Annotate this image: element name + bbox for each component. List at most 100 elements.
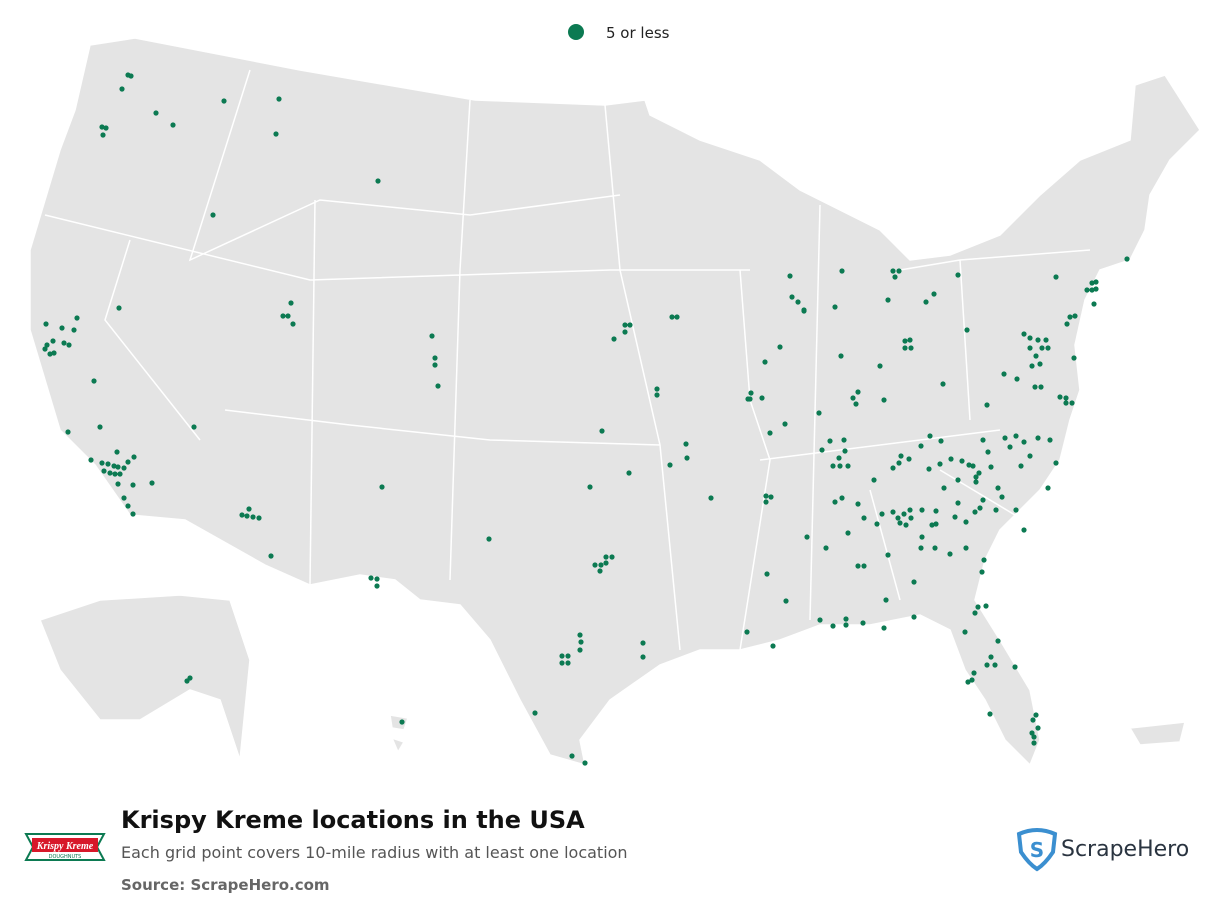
location-dot <box>782 421 788 427</box>
location-dot <box>399 719 405 725</box>
location-dot <box>1045 345 1051 351</box>
location-dot <box>683 441 689 447</box>
location-dot <box>759 395 765 401</box>
location-dot <box>1047 437 1053 443</box>
location-dot <box>435 383 441 389</box>
location-dot <box>432 362 438 368</box>
location-dot <box>131 454 137 460</box>
location-dot <box>100 132 106 138</box>
location-dot <box>1031 734 1037 740</box>
location-dot <box>1014 376 1020 382</box>
location-dot <box>890 268 896 274</box>
location-dot <box>853 401 859 407</box>
location-dot <box>919 534 925 540</box>
location-dot <box>1072 313 1078 319</box>
location-dot <box>592 562 598 568</box>
location-dot <box>881 625 887 631</box>
location-dot <box>532 710 538 716</box>
location-dot <box>88 457 94 463</box>
source: Source: ScrapeHero.com <box>121 876 330 894</box>
location-dot <box>890 465 896 471</box>
location-dot <box>603 554 609 560</box>
location-dot <box>577 647 583 653</box>
location-dot <box>111 463 117 469</box>
location-dot <box>153 110 159 116</box>
location-dot <box>598 562 604 568</box>
location-dot <box>1001 371 1007 377</box>
location-dot <box>973 479 979 485</box>
location-dot <box>50 338 56 344</box>
location-dot <box>1029 730 1035 736</box>
location-dot <box>1030 717 1036 723</box>
location-dot <box>250 514 256 520</box>
location-dot <box>940 381 946 387</box>
location-dot <box>839 268 845 274</box>
location-dot <box>1069 400 1075 406</box>
location-dot <box>964 327 970 333</box>
location-dot <box>1124 256 1130 262</box>
border <box>44 69 1091 651</box>
location-dot <box>1037 361 1043 367</box>
location-dot <box>983 603 989 609</box>
location-dot <box>896 268 902 274</box>
location-dot <box>992 662 998 668</box>
location-dot <box>747 396 753 402</box>
location-dot <box>923 299 929 305</box>
location-dot <box>981 557 987 563</box>
location-dot <box>931 291 937 297</box>
location-dot <box>1002 435 1008 441</box>
location-dot <box>827 438 833 444</box>
location-dot <box>622 329 628 335</box>
location-dot <box>1053 460 1059 466</box>
location-dot <box>918 443 924 449</box>
location-dot <box>103 125 109 131</box>
location-dot <box>1029 363 1035 369</box>
location-dot <box>1064 321 1070 327</box>
location-dot <box>885 552 891 558</box>
location-dot <box>1013 507 1019 513</box>
location-dot <box>933 521 939 527</box>
location-dot <box>855 389 861 395</box>
location-dot <box>565 660 571 666</box>
location-dot <box>374 576 380 582</box>
location-dot <box>1045 485 1051 491</box>
alaska <box>39 594 251 761</box>
location-dot <box>1021 527 1027 533</box>
location-dot <box>597 568 603 574</box>
location-dot <box>273 131 279 137</box>
location-dot <box>962 629 968 635</box>
location-dot <box>850 395 856 401</box>
location-dot <box>837 463 843 469</box>
location-dot <box>59 325 65 331</box>
location-dot <box>239 512 245 518</box>
location-dot <box>626 470 632 476</box>
location-dot <box>995 638 1001 644</box>
location-dot <box>654 392 660 398</box>
location-dot <box>47 351 53 357</box>
brand: ScrapeHero <box>1061 837 1189 862</box>
location-dot <box>101 468 107 474</box>
location-dot <box>841 437 847 443</box>
location-dot <box>244 513 250 519</box>
location-dot <box>128 73 134 79</box>
location-dot <box>937 461 943 467</box>
location-dot <box>979 569 985 575</box>
puerto-rico <box>1128 721 1186 746</box>
location-dot <box>907 507 913 513</box>
location-dot <box>842 448 848 454</box>
logo-subtext: DOUGHNUTS <box>49 854 82 860</box>
location-dot <box>932 545 938 551</box>
location-dot <box>855 501 861 507</box>
location-dot <box>125 459 131 465</box>
location-dot <box>640 640 646 646</box>
location-dot <box>246 506 252 512</box>
location-dot <box>830 463 836 469</box>
location-dot <box>429 333 435 339</box>
location-dot <box>1089 287 1095 293</box>
location-dot <box>187 675 193 681</box>
location-dot <box>911 614 917 620</box>
location-dot <box>823 545 829 551</box>
location-dot <box>984 662 990 668</box>
location-dot <box>988 464 994 470</box>
